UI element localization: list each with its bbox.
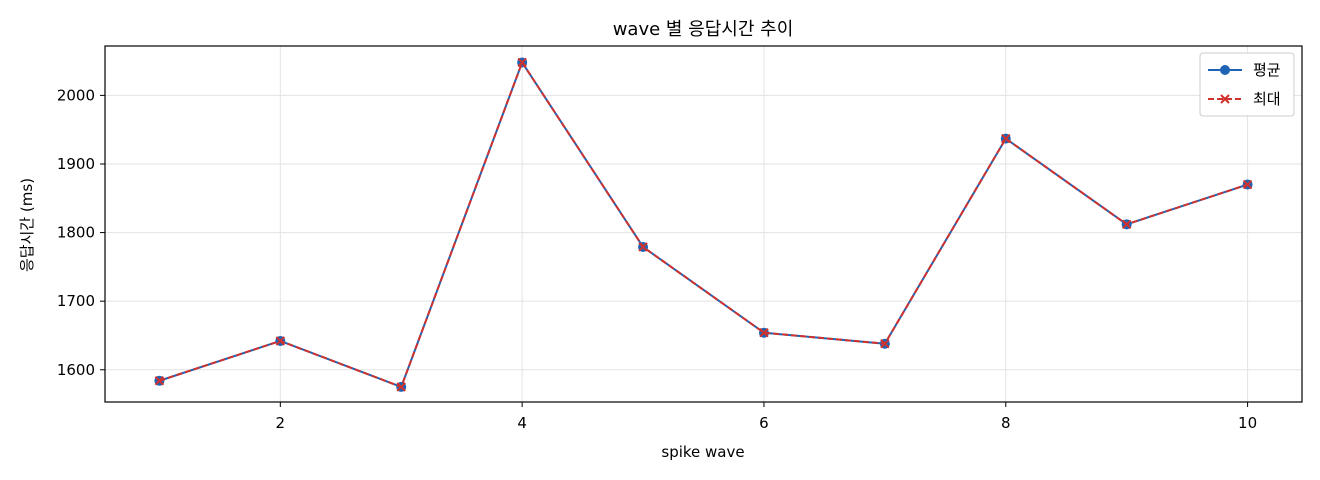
legend-label: 최대 xyxy=(1253,90,1281,108)
series-line-2 xyxy=(159,61,1248,388)
y-axis-label: 응답시간 (ms) xyxy=(18,178,36,272)
data-point xyxy=(396,382,406,392)
x-tick-label: 6 xyxy=(759,414,769,432)
x-axis-label: spike wave xyxy=(661,443,744,461)
series-layer xyxy=(154,57,1253,392)
y-tick-label: 1800 xyxy=(57,224,95,242)
y-tick-label: 1700 xyxy=(57,292,95,310)
x-tick-label: 10 xyxy=(1238,414,1257,432)
y-tick-label: 1900 xyxy=(57,155,95,173)
data-point xyxy=(638,242,648,252)
data-point xyxy=(275,336,286,346)
axes: 2 4 6 8 10 1600 1700 1800 1900 2000 xyxy=(57,45,1303,432)
data-point xyxy=(517,57,527,68)
y-tick-label: 1600 xyxy=(57,361,95,379)
grid xyxy=(105,46,1302,402)
data-point xyxy=(1001,133,1011,144)
data-point xyxy=(1121,219,1132,230)
x-tick-label: 8 xyxy=(1001,414,1011,432)
plot-frame xyxy=(104,45,1303,403)
x-tick-label: 4 xyxy=(517,414,527,432)
data-point xyxy=(759,328,769,338)
y-tick-label: 2000 xyxy=(57,86,95,104)
legend-marker xyxy=(1220,94,1230,104)
data-point xyxy=(880,338,890,349)
chart-title: wave 별 응답시간 추이 xyxy=(613,19,794,40)
series-line-1 xyxy=(159,61,1248,388)
legend-marker xyxy=(1220,65,1230,75)
data-point xyxy=(154,376,165,386)
data-point xyxy=(1242,179,1253,190)
x-tick-label: 2 xyxy=(276,414,286,432)
legend-label: 평균 xyxy=(1253,61,1281,79)
